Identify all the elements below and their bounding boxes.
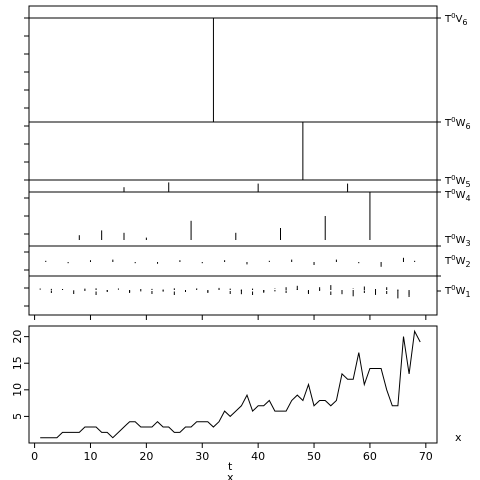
x-tick-label-3: 30 xyxy=(195,450,209,463)
x-tick-label-4: 40 xyxy=(251,450,265,463)
decomposition-frame xyxy=(28,5,438,316)
x-tick-label-1: 10 xyxy=(83,450,97,463)
x-tick-label-0: 0 xyxy=(31,450,38,463)
band-label-6: T0W2 xyxy=(444,254,471,269)
x-tick-label-6: 60 xyxy=(363,450,377,463)
band-label-3: T0W5 xyxy=(444,174,471,189)
y-tick-label-1: 10 xyxy=(11,383,24,397)
y-tick-label-3: 20 xyxy=(11,330,24,344)
x-axis-label-2: x xyxy=(227,471,234,480)
band-label-5: T0W3 xyxy=(444,233,471,248)
x-tick-label-5: 50 xyxy=(307,450,321,463)
x-tick-label-2: 20 xyxy=(139,450,153,463)
band-label-1: T0V6 xyxy=(444,12,468,27)
series-side-label: x xyxy=(455,431,462,444)
series-frame xyxy=(28,325,438,444)
y-tick-label-2: 15 xyxy=(11,356,24,370)
x-tick-label-7: 70 xyxy=(419,450,433,463)
x-axis-label: t xyxy=(228,460,233,473)
y-tick-label-0: 5 xyxy=(11,413,24,420)
series-line xyxy=(40,329,421,439)
band-label-2: T0W6 xyxy=(444,116,471,131)
band-label-7: T0W1 xyxy=(444,284,471,299)
band-label-4: T0W4 xyxy=(444,188,471,203)
